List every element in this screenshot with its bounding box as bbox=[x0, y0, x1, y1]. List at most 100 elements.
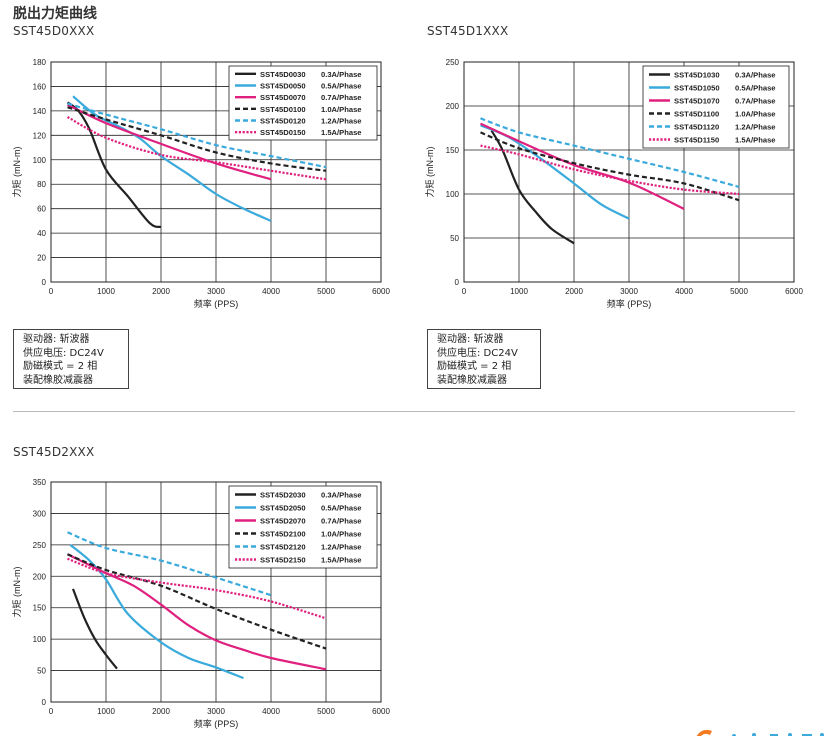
legend-current: 0.7A/Phase bbox=[321, 517, 362, 526]
y-tick-label: 50 bbox=[37, 667, 46, 676]
condition-line: 励磁模式 = 2 相 bbox=[23, 361, 98, 372]
legend-current: 0.7A/Phase bbox=[321, 93, 362, 102]
legend-current: 0.7A/Phase bbox=[735, 97, 776, 106]
legend-current: 0.3A/Phase bbox=[735, 71, 776, 80]
y-tick-label: 120 bbox=[33, 131, 47, 140]
legend: SST45D2030 0.3A/Phase SST45D2050 0.5A/Phase… bbox=[228, 485, 378, 569]
conditions-box-0: 驱动器: 斩波器 供应电压: DC24V 励磁模式 = 2 相 装配橡胶减震器 bbox=[13, 329, 129, 389]
x-tick-label: 1000 bbox=[97, 707, 115, 716]
y-tick-label: 80 bbox=[37, 180, 46, 189]
legend-current: 1.5A/Phase bbox=[321, 128, 362, 137]
legend-model: SST45D2030 bbox=[260, 491, 306, 500]
series-line-SST45D2030 bbox=[71, 588, 118, 670]
y-tick-label: 100 bbox=[446, 190, 460, 199]
legend-model: SST45D0150 bbox=[260, 128, 306, 137]
x-tick-label: 3000 bbox=[207, 287, 225, 296]
legend-model: SST45D1150 bbox=[674, 136, 719, 145]
y-tick-label: 140 bbox=[33, 107, 47, 116]
condition-line: 励磁模式 = 2 相 bbox=[437, 361, 512, 372]
y-axis-label: 力矩 (mN-m) bbox=[11, 147, 22, 198]
legend-model: SST45D2050 bbox=[260, 504, 306, 513]
x-tick-label: 2000 bbox=[152, 707, 170, 716]
x-tick-label: 5000 bbox=[317, 707, 335, 716]
condition-line: 驱动器: 斩波器 bbox=[437, 334, 504, 345]
y-tick-label: 250 bbox=[446, 58, 460, 67]
condition-line: 供应电压: DC24V bbox=[23, 347, 104, 359]
series-line-SST45D1120 bbox=[480, 117, 740, 189]
condition-line: 驱动器: 斩波器 bbox=[23, 334, 90, 345]
x-axis-label: 频率 (PPS) bbox=[194, 298, 239, 309]
legend-model: SST45D1120 bbox=[674, 123, 719, 132]
y-tick-label: 200 bbox=[446, 102, 460, 111]
y-tick-label: 100 bbox=[33, 156, 47, 165]
chart-2: 0 50 100 150 200 250 300 350 0 1000 2000 3000 4000 50… bbox=[11, 478, 390, 729]
x-tick-label: 2000 bbox=[152, 287, 170, 296]
chart-id-label-2: SST45D2XXX bbox=[13, 445, 95, 459]
series-line-SST45D2050 bbox=[69, 544, 244, 680]
legend: SST45D1030 0.3A/Phase SST45D1050 0.5A/Phase… bbox=[642, 65, 790, 149]
x-tick-label: 5000 bbox=[317, 287, 335, 296]
series-line-SST45D1030 bbox=[490, 130, 575, 245]
legend-box bbox=[228, 485, 378, 569]
x-tick-label: 6000 bbox=[372, 707, 390, 716]
y-tick-label: 0 bbox=[455, 278, 460, 287]
x-tick-label: 1000 bbox=[97, 287, 115, 296]
series-line-SST45D2120 bbox=[67, 531, 272, 597]
legend-current: 0.3A/Phase bbox=[321, 70, 362, 79]
legend-current: 0.3A/Phase bbox=[321, 491, 362, 500]
legend-model: SST45D0120 bbox=[260, 117, 306, 126]
series-line-SST45D0100 bbox=[67, 106, 327, 172]
y-tick-label: 100 bbox=[33, 635, 47, 644]
section-divider bbox=[13, 411, 795, 412]
x-tick-label: 4000 bbox=[675, 287, 693, 296]
y-tick-label: 250 bbox=[33, 541, 47, 550]
series-line-SST45D1150 bbox=[480, 144, 740, 196]
page-title: 脱出力矩曲线 bbox=[13, 6, 97, 22]
x-axis-label: 频率 (PPS) bbox=[194, 718, 239, 729]
series-line-SST45D0150 bbox=[66, 116, 327, 181]
y-tick-label: 20 bbox=[37, 254, 46, 263]
y-axis-label: 力矩 (mN-m) bbox=[11, 567, 22, 618]
legend: SST45D0030 0.3A/Phase SST45D0050 0.5A/Phase… bbox=[228, 65, 378, 141]
y-tick-label: 150 bbox=[33, 604, 47, 613]
legend-model: SST45D1070 bbox=[674, 97, 720, 106]
x-tick-label: 0 bbox=[49, 707, 54, 716]
legend-model: SST45D2150 bbox=[260, 556, 306, 565]
x-tick-label: 4000 bbox=[262, 707, 280, 716]
legend-current: 0.5A/Phase bbox=[321, 82, 362, 91]
y-tick-label: 50 bbox=[450, 234, 459, 243]
x-tick-label: 5000 bbox=[730, 287, 748, 296]
legend-model: SST45D1050 bbox=[674, 84, 720, 93]
legend-current: 1.5A/Phase bbox=[321, 556, 362, 565]
y-tick-label: 300 bbox=[33, 509, 47, 518]
series-line-SST45D1070 bbox=[480, 122, 685, 210]
legend-model: SST45D2070 bbox=[260, 517, 306, 526]
x-tick-label: 4000 bbox=[262, 287, 280, 296]
legend-current: 1.5A/Phase bbox=[735, 136, 776, 145]
y-tick-label: 160 bbox=[33, 82, 47, 91]
legend-current: 1.0A/Phase bbox=[321, 530, 362, 539]
legend-model: SST45D0100 bbox=[260, 105, 306, 114]
legend-model: SST45D1030 bbox=[674, 71, 720, 80]
legend-current: 1.0A/Phase bbox=[321, 105, 362, 114]
series-line-SST45D0120 bbox=[67, 102, 327, 169]
x-tick-label: 3000 bbox=[207, 707, 225, 716]
x-tick-label: 0 bbox=[49, 287, 54, 296]
legend-current: 1.2A/Phase bbox=[735, 123, 776, 132]
legend-model: SST45D1100 bbox=[674, 110, 719, 119]
x-tick-label: 3000 bbox=[620, 287, 638, 296]
condition-line: 装配橡胶减震器 bbox=[437, 374, 507, 386]
legend-box bbox=[228, 65, 378, 141]
legend-current: 1.2A/Phase bbox=[321, 117, 362, 126]
chart-id-label-1: SST45D1XXX bbox=[427, 24, 509, 38]
y-tick-label: 0 bbox=[42, 698, 47, 707]
legend-current: 1.0A/Phase bbox=[735, 110, 776, 119]
legend-model: SST45D0030 bbox=[260, 70, 306, 79]
y-tick-label: 40 bbox=[37, 229, 46, 238]
series-line-SST45D0070 bbox=[67, 103, 272, 181]
legend-model: SST45D2100 bbox=[260, 530, 306, 539]
chart-0: 0 20 40 60 80 100 120 140 160 180 0 1000 2000 3000 400… bbox=[11, 58, 390, 309]
legend-model: SST45D0070 bbox=[260, 93, 306, 102]
y-tick-label: 60 bbox=[37, 205, 46, 214]
y-axis-label: 力矩 (mN-m) bbox=[424, 147, 435, 198]
